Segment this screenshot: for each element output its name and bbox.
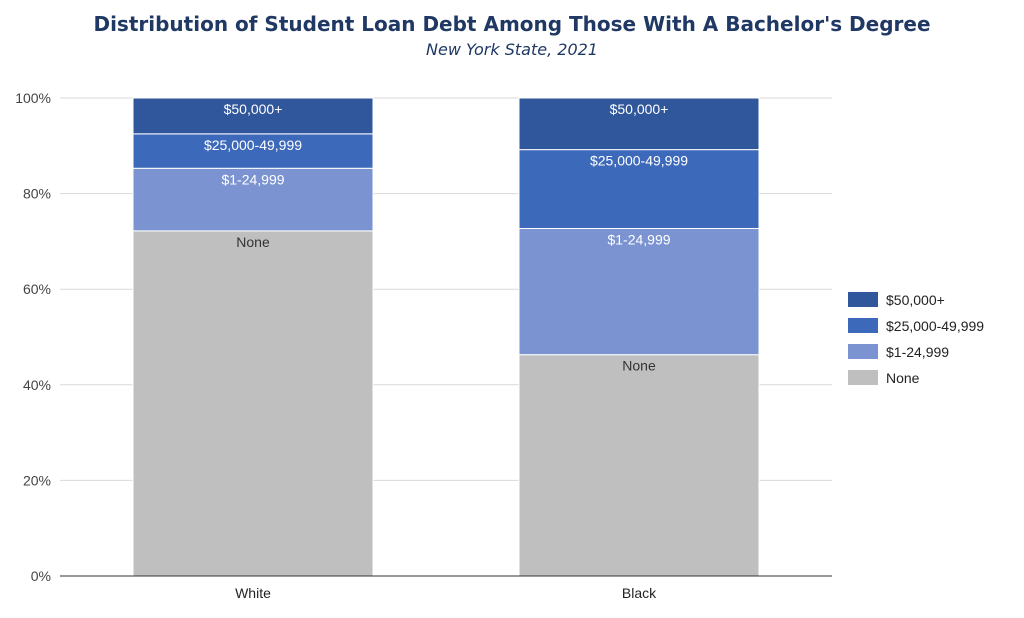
legend-swatch [848, 370, 878, 385]
y-tick-label: 60% [23, 281, 51, 297]
x-tick-label: White [235, 585, 271, 601]
bar-segment [132, 97, 374, 135]
bar-segment [132, 133, 374, 169]
data-label: $25,000-49,999 [204, 137, 302, 153]
bar-segment [518, 227, 760, 356]
data-label: None [622, 358, 656, 374]
data-labels: None $1-24,999 $25,000-49,999 $50,000+ None $… [204, 101, 688, 374]
chart-title: Distribution of Student Loan Debt Among … [93, 12, 931, 36]
data-label: $50,000+ [224, 101, 283, 117]
legend-swatch [848, 344, 878, 359]
y-axis: 0% 20% 40% 60% 80% 100% [15, 90, 51, 584]
bar-segment [518, 149, 760, 229]
data-label: $1-24,999 [221, 171, 284, 187]
x-tick-label: Black [622, 585, 657, 601]
legend-label: $1-24,999 [886, 344, 949, 360]
chart-subtitle: New York State, 2021 [426, 40, 598, 59]
data-label: None [236, 234, 270, 250]
y-tick-label: 80% [23, 186, 51, 202]
legend-label: $25,000-49,999 [886, 318, 984, 334]
legend-swatch [848, 318, 878, 333]
y-tick-label: 20% [23, 472, 51, 488]
bar-segment [518, 97, 760, 151]
x-axis: White Black [60, 575, 832, 601]
legend: $50,000+ $25,000-49,999 $1-24,999 None [848, 292, 984, 386]
legend-label: None [886, 370, 920, 386]
bar-segment [518, 354, 760, 577]
data-label: $50,000+ [610, 101, 669, 117]
y-tick-label: 40% [23, 377, 51, 393]
y-tick-label: 100% [15, 90, 51, 106]
data-label: $25,000-49,999 [590, 153, 688, 169]
legend-swatch [848, 292, 878, 307]
data-label: $1-24,999 [607, 231, 670, 247]
legend-label: $50,000+ [886, 292, 945, 308]
y-tick-label: 0% [31, 568, 51, 584]
bar-segment [132, 230, 374, 577]
bars [132, 97, 760, 577]
